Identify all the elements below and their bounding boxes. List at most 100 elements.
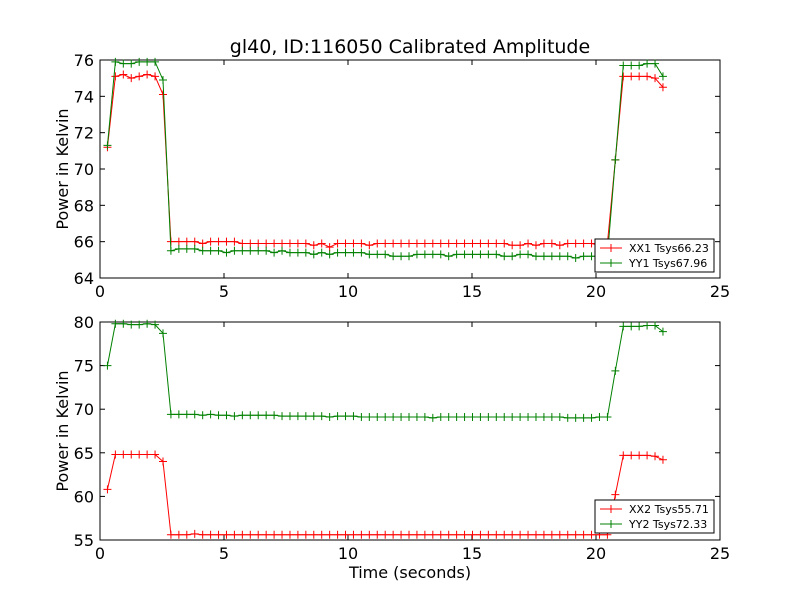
- top-subplot: 0 5 10 15 20 25 64 66 68 70 72 74 76 Power in Kelvin X…: [53, 51, 730, 301]
- data-point-marker: [198, 239, 207, 248]
- data-point-marker: [301, 248, 310, 257]
- data-point-marker: [285, 530, 294, 539]
- data-point-marker: [492, 250, 501, 259]
- data-point-marker: [151, 450, 160, 459]
- data-point-marker: [365, 530, 374, 539]
- data-point-marker: [389, 413, 398, 422]
- data-point-marker: [587, 530, 596, 539]
- data-point-marker: [103, 141, 112, 150]
- data-point-marker: [317, 412, 326, 421]
- y-axis-label: Power in Kelvin: [53, 370, 72, 491]
- data-point-marker: [182, 244, 191, 253]
- legend-label: YY2 Tsys72.33: [628, 518, 707, 531]
- data-point-marker: [158, 329, 167, 338]
- data-point-marker: [349, 239, 358, 248]
- data-point-marker: [119, 450, 128, 459]
- data-point-marker: [285, 248, 294, 257]
- legend-marker: [607, 520, 615, 528]
- data-point-marker: [174, 244, 183, 253]
- data-point-marker: [174, 237, 183, 246]
- data-point-marker: [476, 530, 485, 539]
- data-point-marker: [619, 322, 628, 331]
- x-tick-label: 15: [462, 544, 482, 563]
- data-point-marker: [270, 530, 279, 539]
- data-point-marker: [214, 411, 223, 420]
- bottom-subplot: 0 5 10 15 20 25 55 60 65 70 75 80 Power in Kelvin XX2…: [53, 313, 730, 563]
- data-point-marker: [135, 72, 144, 81]
- data-point-marker: [206, 530, 215, 539]
- data-point-marker: [635, 451, 644, 460]
- data-point-marker: [397, 239, 406, 248]
- data-point-marker: [452, 250, 461, 259]
- data-point-marker: [293, 239, 302, 248]
- data-point-marker: [230, 246, 239, 255]
- data-point-marker: [246, 411, 255, 420]
- data-point-marker: [206, 237, 215, 246]
- data-point-marker: [357, 239, 366, 248]
- data-point-marker: [349, 412, 358, 421]
- data-point-marker: [492, 530, 501, 539]
- data-point-marker: [127, 74, 136, 83]
- data-point-marker: [460, 530, 469, 539]
- x-tick-label: 20: [586, 282, 606, 301]
- data-point-marker: [563, 239, 572, 248]
- data-point-marker: [563, 252, 572, 261]
- data-point-marker: [412, 530, 421, 539]
- data-point-marker: [555, 530, 564, 539]
- data-point-marker: [317, 248, 326, 257]
- data-point-marker: [254, 246, 263, 255]
- data-point-marker: [500, 252, 509, 261]
- data-point-marker: [182, 237, 191, 246]
- data-point-marker: [619, 451, 628, 460]
- data-point-marker: [341, 239, 350, 248]
- data-point-marker: [230, 237, 239, 246]
- data-point-marker: [325, 530, 334, 539]
- data-point-marker: [500, 413, 509, 422]
- data-point-marker: [436, 413, 445, 422]
- data-point-marker: [238, 411, 247, 420]
- y-tick-label: 74: [74, 87, 94, 106]
- data-point-marker: [357, 248, 366, 257]
- data-point-marker: [190, 244, 199, 253]
- data-point-marker: [190, 529, 199, 538]
- data-point-marker: [151, 72, 160, 81]
- data-point-marker: [158, 457, 167, 466]
- data-point-marker: [420, 530, 429, 539]
- data-point-marker: [508, 252, 517, 261]
- data-point-marker: [627, 322, 636, 331]
- data-point-marker: [571, 254, 580, 263]
- data-point-marker: [627, 72, 636, 81]
- data-point-marker: [524, 413, 533, 422]
- data-point-marker: [658, 327, 667, 336]
- data-point-marker: [182, 530, 191, 539]
- data-point-marker: [635, 322, 644, 331]
- data-point-marker: [182, 410, 191, 419]
- legend-label: XX1 Tsys66.23: [629, 242, 709, 255]
- data-point-marker: [587, 239, 596, 248]
- figure-title: gl40, ID:116050 Calibrated Amplitude: [230, 36, 590, 58]
- data-point-marker: [516, 413, 525, 422]
- data-point-marker: [238, 239, 247, 248]
- data-point-marker: [214, 246, 223, 255]
- data-point-marker: [484, 530, 493, 539]
- data-point-marker: [309, 530, 318, 539]
- data-point-marker: [476, 239, 485, 248]
- data-point-marker: [397, 413, 406, 422]
- data-point-marker: [539, 239, 548, 248]
- data-point-marker: [444, 530, 453, 539]
- data-point-marker: [111, 57, 120, 66]
- data-point-marker: [373, 239, 382, 248]
- y-tick-label: 80: [74, 313, 94, 332]
- data-point-marker: [484, 413, 493, 422]
- data-point-marker: [643, 72, 652, 81]
- data-point-marker: [293, 248, 302, 257]
- data-point-marker: [579, 413, 588, 422]
- data-point-marker: [278, 239, 287, 248]
- x-tick-label: 20: [586, 544, 606, 563]
- data-point-marker: [428, 250, 437, 259]
- data-point-marker: [143, 70, 152, 79]
- data-point-marker: [135, 57, 144, 66]
- legend-label: YY1 Tsys67.96: [628, 257, 707, 270]
- data-point-marker: [428, 413, 437, 422]
